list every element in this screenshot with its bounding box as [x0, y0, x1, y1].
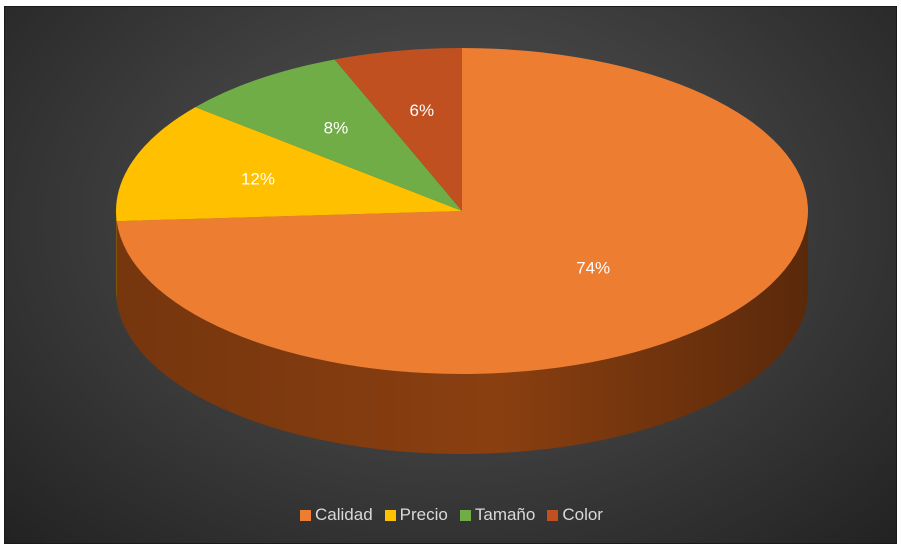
pie-top-layer — [116, 48, 809, 374]
legend-swatch-calidad — [300, 509, 312, 521]
pie-chart: 74% 12% 8% 6% — [116, 48, 809, 454]
data-label-tamano: 8% — [324, 119, 349, 138]
pie-slice-precio — [116, 107, 463, 222]
pie-slice-color — [334, 48, 462, 211]
data-label-calidad: 74% — [576, 259, 610, 278]
chart-area: 74% 12% 8% 6% Calidad Precio Tamaño Color — [4, 6, 897, 544]
legend-label-tamano: Tamaño — [474, 505, 536, 524]
legend-label-precio: Precio — [399, 505, 448, 524]
legend-swatch-tamano — [459, 509, 471, 521]
legend-label-color: Color — [562, 505, 603, 524]
data-label-precio: 12% — [241, 169, 275, 188]
legend-item-precio: Precio — [384, 505, 448, 525]
legend: Calidad Precio Tamaño Color — [5, 505, 898, 525]
pie-side-layer — [116, 211, 809, 454]
data-label-color: 6% — [410, 101, 435, 120]
pie-slice-tamano — [195, 59, 463, 211]
legend-label-calidad: Calidad — [315, 505, 373, 524]
legend-item-tamano: Tamaño — [459, 505, 536, 525]
pie-side-shade-precio — [116, 211, 117, 302]
pie-slice-calidad — [116, 48, 809, 374]
legend-item-calidad: Calidad — [300, 505, 373, 525]
pie-side-shade-calidad — [116, 211, 809, 454]
legend-swatch-color — [547, 509, 559, 521]
legend-item-color: Color — [547, 505, 603, 525]
data-labels: 74% 12% 8% 6% — [241, 101, 610, 277]
legend-swatch-precio — [384, 509, 396, 521]
